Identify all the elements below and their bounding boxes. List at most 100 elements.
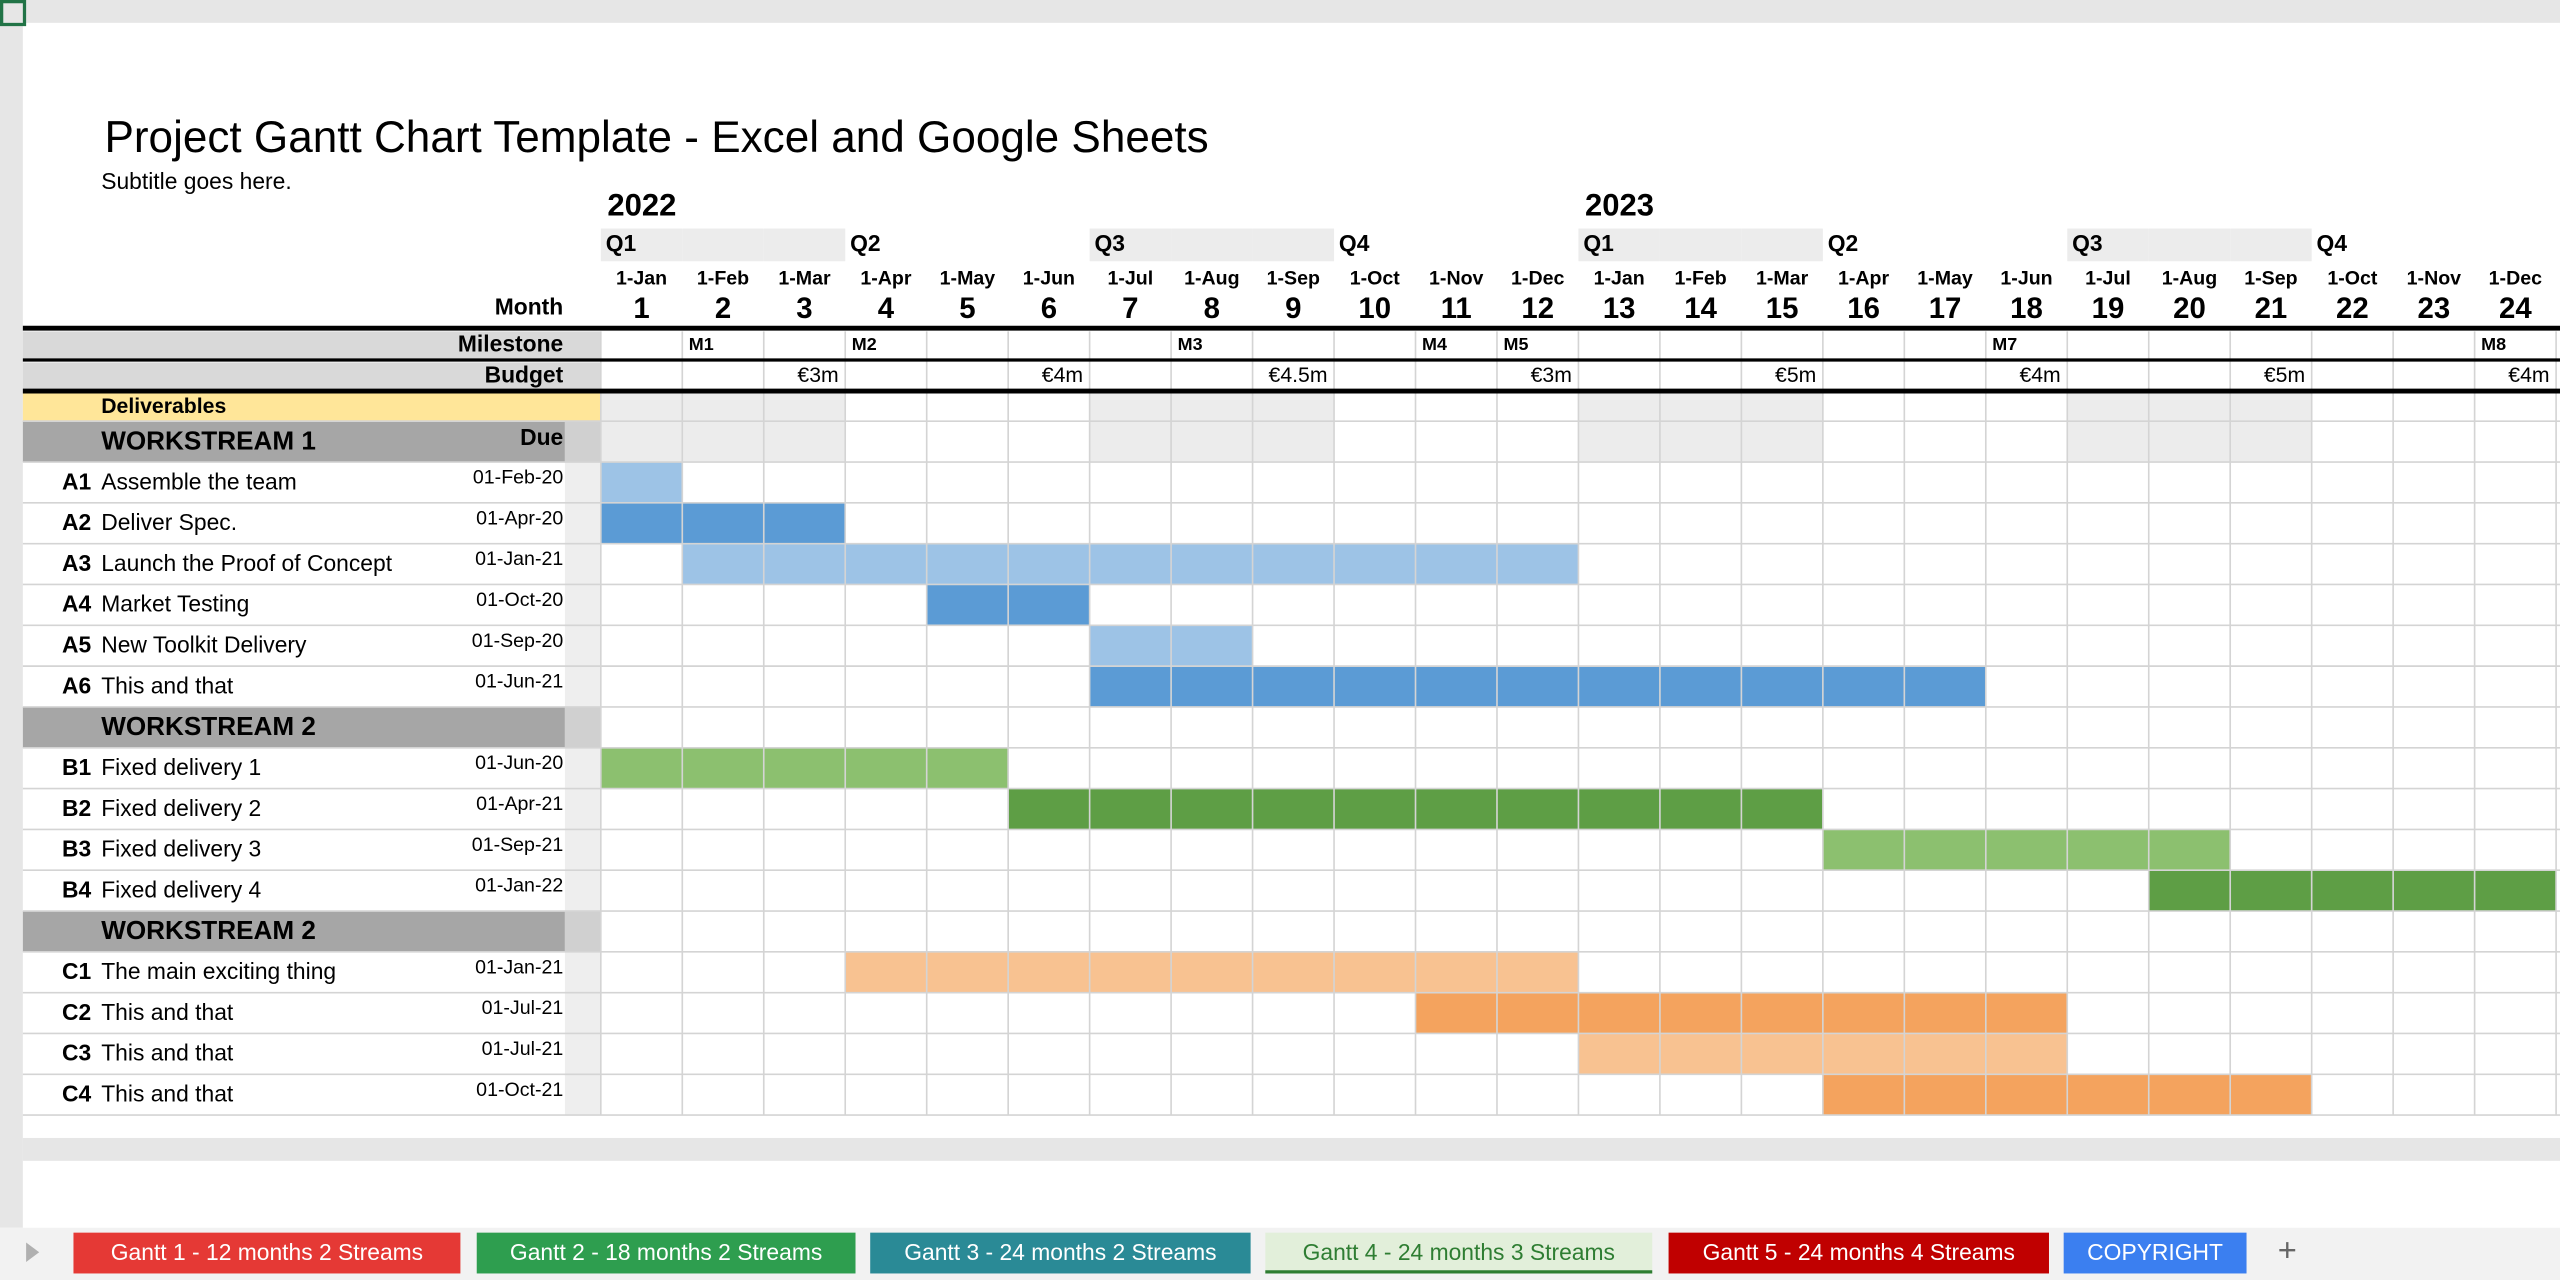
month-number: 24 (2499, 292, 2532, 325)
sheet-tab-label[interactable]: Gantt 1 - 12 months 2 Streams (111, 1239, 423, 1265)
milestone: M8 (2481, 334, 2506, 354)
quarter-shade (600, 393, 683, 463)
task-code: B1 (62, 754, 91, 780)
month-number: 23 (2418, 292, 2451, 325)
month-number: 16 (1847, 292, 1880, 325)
tab-scroll-arrow[interactable] (26, 1242, 40, 1263)
month-number: 19 (2092, 292, 2125, 325)
task-name: This and that (101, 999, 234, 1025)
month-number: 22 (2336, 292, 2369, 325)
month-date: 1-Jun (2000, 267, 2052, 289)
milestone: M3 (1178, 334, 1203, 354)
quarter-shade (763, 393, 846, 463)
task-name: This and that (101, 672, 234, 698)
spacer-cell (564, 666, 601, 707)
task-code: A6 (62, 672, 91, 698)
task-name: Fixed delivery 3 (101, 836, 261, 862)
sheet-tab-label[interactable]: Gantt 4 - 24 months 3 Streams (1303, 1239, 1615, 1265)
month-date: 1-May (940, 267, 996, 289)
workstream-name: WORKSTREAM 2 (101, 711, 316, 741)
month-number: 3 (796, 292, 812, 325)
sheet-tab[interactable] (1668, 1232, 2049, 1274)
quarter-label: Q2 (850, 230, 880, 256)
sheet-tab-label[interactable]: Gantt 5 - 24 months 4 Streams (1703, 1239, 2015, 1265)
task-name: New Toolkit Delivery (101, 632, 307, 658)
month-number: 6 (1041, 292, 1057, 325)
sheet-tab[interactable] (870, 1232, 1251, 1274)
gantt-bar (845, 951, 1579, 993)
budget-value: €4m (2508, 364, 2549, 387)
task-name: Fixed delivery 4 (101, 876, 261, 902)
quarter-shade (1171, 393, 1253, 463)
workstream-header-bg (22, 706, 565, 748)
quarter-label: Q4 (1339, 230, 1370, 256)
sheet-tab[interactable] (73, 1232, 461, 1274)
task-due: 01-Jan-22 (475, 875, 563, 897)
add-sheet-button[interactable]: + (2278, 1231, 2297, 1268)
month-date: 1-Feb (1675, 267, 1727, 289)
task-due: 01-Jun-21 (475, 671, 563, 693)
active-sheet-tab[interactable] (1265, 1232, 1653, 1274)
quarter-shade (2067, 228, 2149, 262)
task-name: This and that (101, 1081, 234, 1107)
month-date: 1-Aug (1184, 267, 1239, 289)
task-due: 01-Jan-21 (475, 548, 563, 570)
spacer-cell (564, 870, 601, 912)
quarter-shade (1089, 393, 1172, 463)
month-date: 1-Nov (1429, 267, 1484, 289)
quarter-shade (682, 393, 764, 463)
task-name: This and that (101, 1040, 234, 1066)
month-date: 1-Jun (1023, 267, 1075, 289)
workstream-header-bg (22, 911, 565, 952)
budget-value: €5m (2264, 364, 2305, 387)
spacer-cell (564, 747, 601, 789)
workstream-header-gap (564, 911, 601, 952)
sheet-tab[interactable] (476, 1232, 856, 1274)
task-code: B2 (62, 795, 91, 821)
quarter-label: Q3 (2072, 230, 2102, 256)
month-date: 1-Oct (1350, 267, 1401, 289)
month-date: 1-Dec (1511, 267, 1564, 289)
deliverables-bg (22, 393, 601, 422)
budget-value: €4.5m (1269, 364, 1328, 387)
month-date: 1-Aug (2162, 267, 2217, 289)
month-date: 1-Mar (778, 267, 831, 289)
milestone: M2 (852, 334, 877, 354)
task-due: 01-Sep-20 (472, 630, 564, 652)
budget-label-bg (22, 362, 601, 391)
month-date: 1-Sep (1267, 267, 1320, 289)
task-due: 01-Jun-20 (475, 752, 563, 774)
spacer-cell (564, 1074, 601, 1116)
month-number: 4 (878, 292, 895, 325)
quarter-shade (2230, 393, 2312, 463)
task-code: A1 (62, 468, 91, 494)
sheet-tab[interactable] (2063, 1232, 2247, 1274)
quarter-shade (1659, 228, 1742, 262)
quarter-shade (1252, 228, 1335, 262)
task-code: A5 (62, 632, 91, 658)
budget-value: €3m (797, 364, 838, 387)
month-number: 18 (2010, 292, 2043, 325)
quarter-shade (600, 228, 683, 262)
sheet-tab-label[interactable]: Gantt 2 - 18 months 2 Streams (510, 1239, 822, 1265)
month-number: 7 (1122, 292, 1138, 325)
month-date: 1-Nov (2407, 267, 2462, 289)
month-date: 1-Jul (1108, 267, 1154, 289)
gantt-bar (600, 462, 683, 503)
sheet-tab-label[interactable]: Gantt 3 - 24 months 2 Streams (904, 1239, 1216, 1265)
quarter-shade (1659, 393, 1742, 463)
month-date: 1-Apr (860, 267, 912, 289)
month-number: 17 (1929, 292, 1962, 325)
milestone-label: Milestone (458, 330, 563, 356)
quarter-shade (1578, 393, 1660, 463)
quarter-shade (1578, 228, 1660, 262)
sheet-tab-label[interactable]: COPYRIGHT (2087, 1239, 2223, 1265)
task-due: 01-Sep-21 (472, 834, 563, 856)
sheet-title: Project Gantt Chart Template - Excel and… (104, 113, 1208, 162)
budget-value: €4m (2019, 364, 2060, 387)
task-code: C4 (62, 1081, 91, 1107)
